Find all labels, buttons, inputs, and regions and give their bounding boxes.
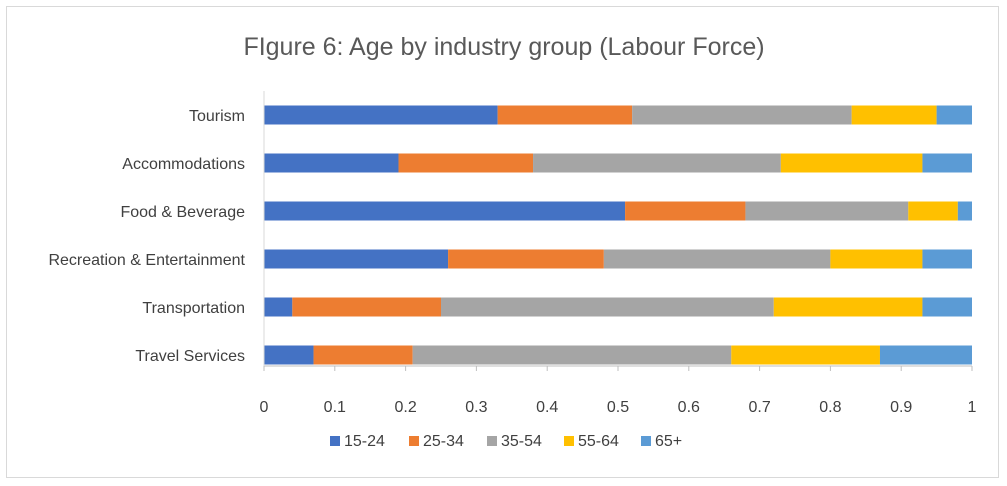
bar-segment bbox=[830, 249, 923, 269]
category-label: Transportation bbox=[142, 300, 245, 317]
x-tick-label: 0.4 bbox=[536, 399, 558, 416]
bar-segment bbox=[632, 105, 852, 125]
bar-segment bbox=[264, 105, 498, 125]
bar-segment bbox=[625, 201, 746, 221]
legend-item: 55-64 bbox=[564, 433, 619, 450]
x-tick-label: 0.5 bbox=[607, 399, 629, 416]
legend-item: 65+ bbox=[641, 433, 682, 450]
bar-segment bbox=[922, 297, 972, 317]
bar-segment bbox=[957, 201, 972, 221]
x-tick-label: 0.1 bbox=[324, 399, 346, 416]
legend-label: 55-64 bbox=[578, 433, 619, 450]
x-axis: 0 0.1 0.2 0.3 0.4 0.5 0.6 0.7 0.8 0.9 1 bbox=[260, 91, 977, 416]
bar-segment bbox=[922, 249, 972, 269]
bar-row bbox=[264, 105, 972, 125]
bar-segment bbox=[264, 249, 449, 269]
x-tick-label: 0.9 bbox=[890, 399, 912, 416]
legend-item: 35-54 bbox=[487, 433, 542, 450]
bar-segment bbox=[936, 105, 972, 125]
bar-segment bbox=[773, 297, 923, 317]
bar-segment bbox=[412, 345, 732, 365]
legend-label: 15-24 bbox=[344, 433, 385, 450]
legend-swatch bbox=[409, 436, 419, 446]
legend-label: 25-34 bbox=[423, 433, 464, 450]
category-label: Recreation & Entertainment bbox=[48, 252, 245, 269]
x-tick-label: 0 bbox=[260, 399, 269, 416]
bar-row bbox=[264, 249, 972, 269]
bar-segment bbox=[313, 345, 413, 365]
bar-segment bbox=[292, 297, 441, 317]
stacked-bar-chart: FIgure 6: Age by industry group (Labour … bbox=[48, 33, 977, 450]
legend: 15-24 25-34 35-54 55-64 65+ bbox=[330, 433, 682, 450]
chart-frame: FIgure 6: Age by industry group (Labour … bbox=[6, 6, 999, 478]
legend-label: 35-54 bbox=[501, 433, 542, 450]
bars-layer bbox=[264, 105, 972, 365]
category-label: Tourism bbox=[189, 108, 245, 125]
bar-segment bbox=[879, 345, 972, 365]
legend-swatch bbox=[564, 436, 574, 446]
x-tick-label: 0.7 bbox=[748, 399, 770, 416]
bar-segment bbox=[264, 153, 399, 173]
bar-segment bbox=[603, 249, 831, 269]
bar-segment bbox=[731, 345, 880, 365]
x-tick-label: 0.2 bbox=[394, 399, 416, 416]
chart-title: FIgure 6: Age by industry group (Labour … bbox=[243, 33, 764, 61]
bar-segment bbox=[851, 105, 937, 125]
bar-row bbox=[264, 153, 972, 173]
bar-segment bbox=[264, 297, 293, 317]
bar-segment bbox=[448, 249, 604, 269]
category-label: Food & Beverage bbox=[120, 204, 245, 221]
x-tick-label: 0.6 bbox=[678, 399, 700, 416]
bar-segment bbox=[922, 153, 972, 173]
bar-segment bbox=[264, 345, 314, 365]
bar-segment bbox=[908, 201, 958, 221]
bar-row bbox=[264, 297, 972, 317]
legend-swatch bbox=[641, 436, 651, 446]
bar-segment bbox=[780, 153, 923, 173]
category-label: Travel Services bbox=[135, 348, 245, 365]
legend-item: 25-34 bbox=[409, 433, 464, 450]
bar-row bbox=[264, 345, 972, 365]
bar-segment bbox=[533, 153, 781, 173]
bar-segment bbox=[398, 153, 534, 173]
bar-segment bbox=[441, 297, 774, 317]
x-tick-label: 0.3 bbox=[465, 399, 487, 416]
category-label: Accommodations bbox=[122, 156, 245, 173]
bar-row bbox=[264, 201, 972, 221]
legend-item: 15-24 bbox=[330, 433, 385, 450]
bar-segment bbox=[497, 105, 633, 125]
x-tick-label: 1 bbox=[968, 399, 977, 416]
x-tick-label: 0.8 bbox=[819, 399, 841, 416]
legend-label: 65+ bbox=[655, 433, 682, 450]
legend-swatch bbox=[330, 436, 340, 446]
category-labels: Tourism Accommodations Food & Beverage Recr… bbox=[48, 108, 245, 365]
bar-segment bbox=[745, 201, 909, 221]
legend-swatch bbox=[487, 436, 497, 446]
bar-segment bbox=[264, 201, 626, 221]
